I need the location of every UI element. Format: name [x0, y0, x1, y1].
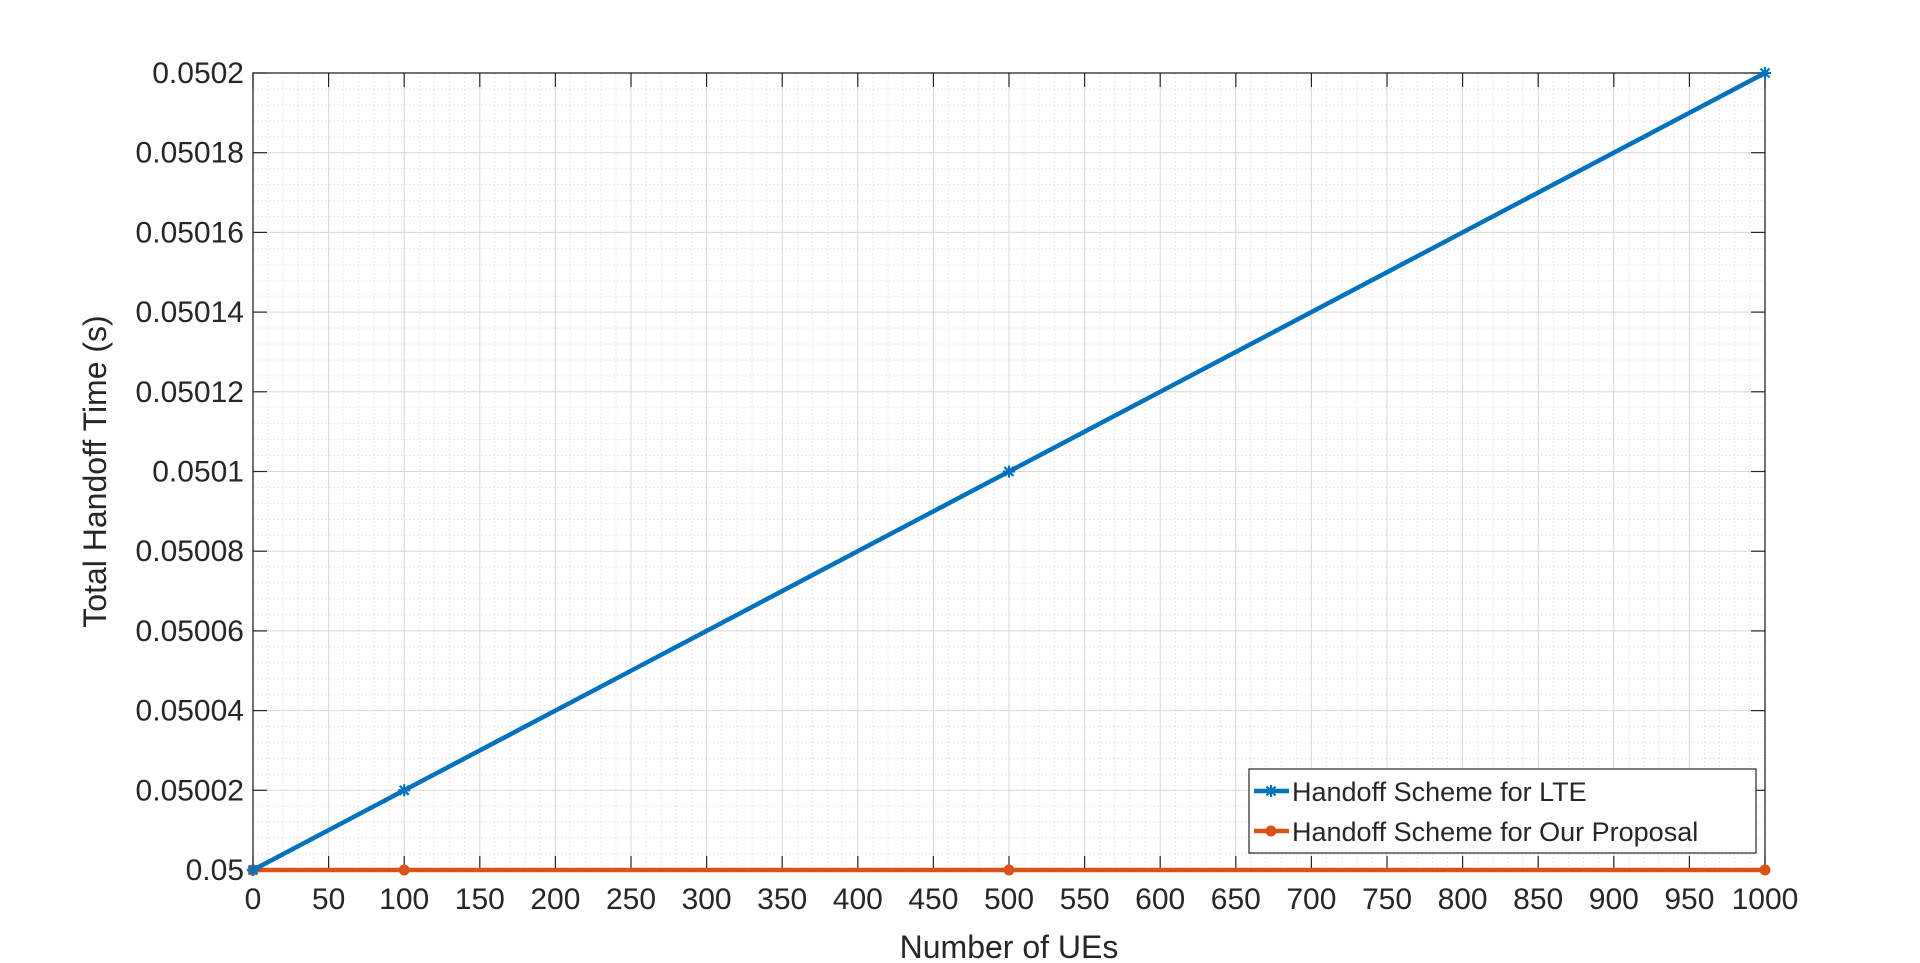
x-tick-label: 350	[757, 883, 807, 916]
x-tick-label: 500	[984, 883, 1034, 916]
legend-box	[1248, 768, 1757, 854]
data-point-marker	[1265, 825, 1277, 837]
x-tick-label: 150	[455, 883, 505, 916]
legend-item: Handoff Scheme for LTE	[1254, 777, 1587, 807]
x-tick-label: 650	[1211, 883, 1261, 916]
x-tick-label: 200	[530, 883, 580, 916]
y-tick-label: 0.05016	[136, 216, 244, 249]
y-tick-label: 0.05004	[136, 695, 244, 728]
legend-item: Handoff Scheme for Our Proposal	[1254, 817, 1698, 847]
x-tick-labels: 0 50 100 150 200 250 300 350 400 450 500 550 600 650 7…	[245, 883, 1799, 916]
data-point-marker	[398, 864, 410, 876]
data-point-marker	[1759, 67, 1771, 79]
y-tick-label: 0.05012	[136, 376, 244, 409]
series-line	[251, 71, 1767, 872]
legend: Handoff Scheme for LTE Handoff Scheme for…	[1248, 768, 1757, 854]
x-tick-label: 100	[379, 883, 429, 916]
x-tick-label: 450	[908, 883, 958, 916]
x-axis-label: Number of UEs	[900, 929, 1119, 963]
data-point-marker	[247, 864, 259, 876]
data-point-marker	[1003, 465, 1015, 478]
y-tick-label: 0.0502	[152, 57, 244, 90]
y-tick-label: 0.0501	[152, 456, 244, 489]
x-tick-label: 1000	[1732, 883, 1799, 916]
data-point-marker	[1759, 864, 1771, 876]
x-tick-label: 750	[1362, 883, 1412, 916]
y-tick-label: 0.05	[186, 854, 244, 887]
x-tick-label: 900	[1589, 883, 1639, 916]
x-tick-label: 300	[682, 883, 732, 916]
data-point-marker	[1265, 785, 1277, 797]
x-tick-label: 400	[833, 883, 883, 916]
x-tick-label: 550	[1060, 883, 1110, 916]
legend-label: Handoff Scheme for Our Proposal	[1292, 817, 1698, 847]
y-axis-label: Total Handoff Time (s)	[77, 315, 113, 627]
series-layer	[247, 67, 1771, 876]
y-tick-label: 0.05018	[136, 137, 244, 170]
y-tick-label: 0.05008	[136, 535, 244, 568]
y-tick-label: 0.05002	[136, 774, 244, 807]
y-tick-labels: 0.05 0.05002 0.05004 0.05006 0.05008 0.0501 0.…	[136, 57, 244, 887]
x-tick-label: 250	[606, 883, 656, 916]
legend-label: Handoff Scheme for LTE	[1292, 777, 1587, 807]
x-tick-label: 50	[312, 883, 345, 916]
x-tick-label: 0	[245, 883, 262, 916]
y-tick-label: 0.05014	[136, 296, 244, 329]
x-tick-label: 950	[1664, 883, 1714, 916]
x-tick-label: 700	[1286, 883, 1336, 916]
data-point-marker	[1003, 864, 1015, 876]
x-tick-label: 800	[1438, 883, 1488, 916]
series-handoff-scheme-for-lte	[247, 67, 1771, 876]
y-tick-label: 0.05006	[136, 615, 244, 648]
x-tick-label: 600	[1135, 883, 1185, 916]
data-point-marker	[398, 784, 411, 797]
x-tick-label: 850	[1513, 883, 1563, 916]
